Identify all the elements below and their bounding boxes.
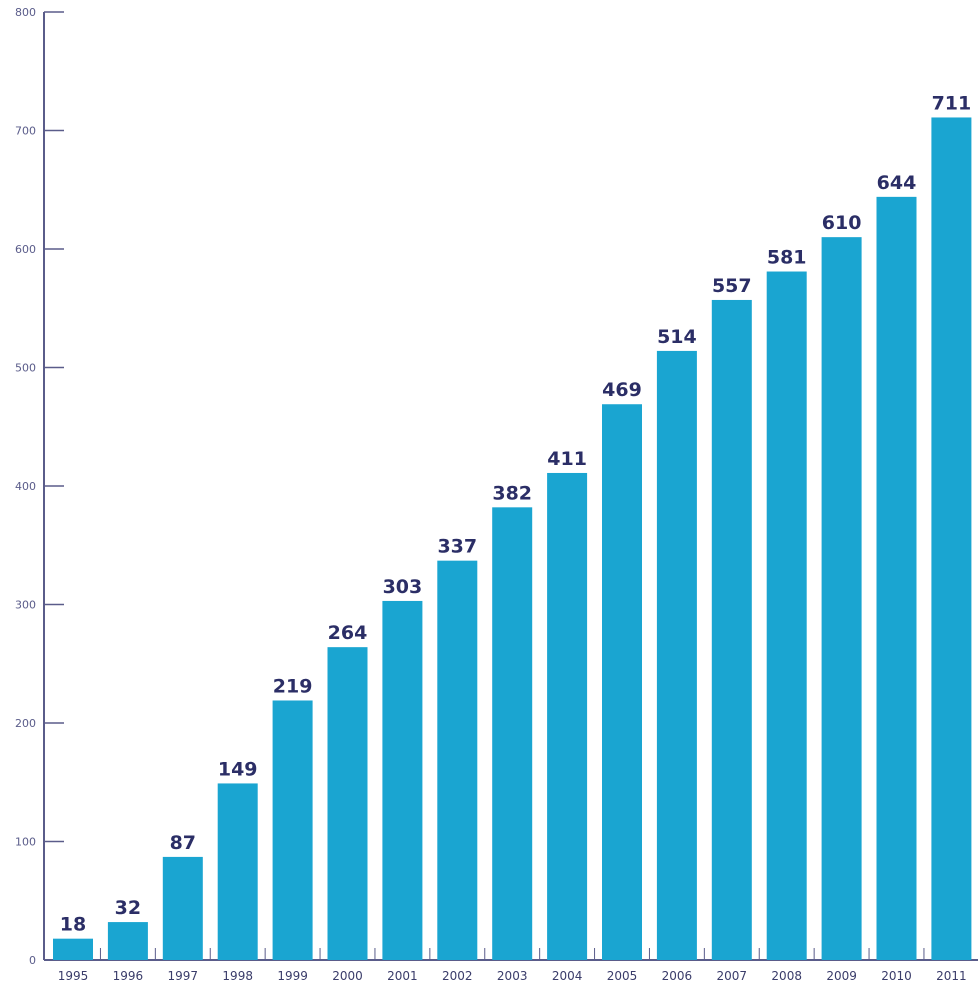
bar-2004 [547,472,588,960]
x-tick-label: 1999 [277,969,308,983]
bar-2006 [656,350,697,960]
y-tick-label: 800 [15,6,36,19]
data-label-2001: 303 [383,576,423,598]
bar-2000 [327,647,368,960]
bar-2008 [766,271,807,960]
data-label-2010: 644 [877,172,917,194]
x-tick-label: 2002 [442,969,473,983]
y-tick-label: 500 [15,362,36,375]
x-tick-label: 2004 [552,969,583,983]
y-tick-label: 0 [29,954,36,967]
bar-1996 [107,922,148,960]
x-tick-label: 2010 [881,969,912,983]
data-label-2011: 711 [932,92,972,114]
data-label-2007: 557 [712,275,752,297]
y-tick-label: 700 [15,125,36,138]
y-tick-label: 600 [15,243,36,256]
data-label-2003: 382 [492,482,532,504]
bar-2002 [437,560,478,960]
data-label-1996: 32 [115,897,141,919]
x-tick-label: 1998 [222,969,253,983]
x-tick-label: 1997 [168,969,199,983]
data-label-1995: 18 [60,914,86,936]
bar-1995 [53,938,93,960]
bar-2010 [876,196,917,961]
data-label-2008: 581 [767,247,807,269]
x-tick-label: 2005 [607,969,638,983]
x-tick-label: 2001 [387,969,418,983]
bar-2003 [492,507,533,960]
data-label-1997: 87 [170,832,196,854]
y-tick-label: 200 [15,717,36,730]
bars: 18 32 87 149 219 264 303 337 382 411 469 514 557 581 6… [53,92,972,961]
y-tick-label: 100 [15,836,36,849]
bar-2007 [711,299,752,961]
x-tick-label: 2006 [662,969,693,983]
data-label-2005: 469 [602,379,642,401]
x-tick-label: 2009 [826,969,857,983]
data-label-1998: 149 [218,758,258,780]
x-tick-label: 2008 [771,969,802,983]
y-tick-label: 400 [15,480,36,493]
x-tick-label: 2011 [936,969,967,983]
x-tick-label: 1996 [113,969,144,983]
data-label-2000: 264 [328,622,368,644]
data-label-2004: 411 [547,448,587,470]
x-tick-label: 2007 [717,969,748,983]
bar-2009 [821,237,862,960]
data-label-1999: 219 [273,675,313,697]
bar-2005 [602,404,642,960]
bar-1998 [217,783,258,960]
bar-2001 [382,600,423,960]
y-tick-label: 300 [15,599,36,612]
data-label-2006: 514 [657,326,697,348]
bar-2011 [931,117,972,961]
data-label-2002: 337 [437,536,477,558]
data-label-2009: 610 [822,212,862,234]
x-tick-label: 2003 [497,969,528,983]
x-tick-label: 1995 [58,969,89,983]
bar-1999 [272,700,313,960]
x-tick-label: 2000 [332,969,363,983]
bar-1997 [162,856,203,960]
